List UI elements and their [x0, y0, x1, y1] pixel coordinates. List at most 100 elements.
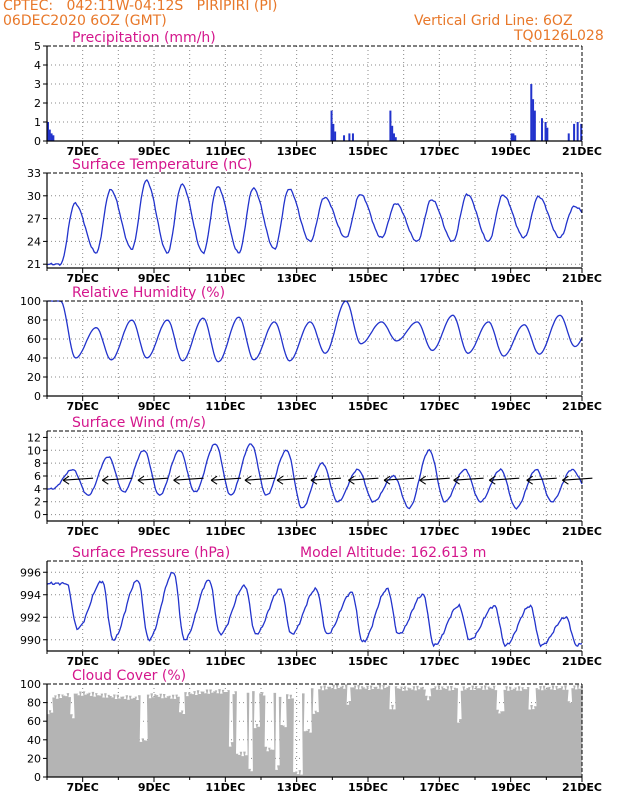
wind-arrow	[453, 475, 484, 485]
x-tick-label: 15DEC	[348, 781, 388, 794]
y-tick-label: 27	[27, 213, 41, 226]
x-tick-label: 11DEC	[205, 525, 245, 538]
x-tick-label: 17DEC	[419, 272, 459, 285]
wind-arrow	[488, 475, 520, 485]
precip-bar	[567, 133, 570, 141]
vertical-grid-note: Vertical Grid Line: 6OZ	[414, 13, 573, 29]
y-tick-label: 0	[34, 509, 41, 522]
y-tick-label: 100	[20, 295, 41, 308]
wind-arrow	[310, 475, 341, 485]
precip-bar	[50, 133, 53, 141]
x-tick-label: 19DEC	[491, 781, 531, 794]
wind-arrow	[526, 475, 557, 485]
precip-bar	[391, 125, 394, 141]
y-tick-label: 0	[34, 771, 41, 784]
press-title: Surface Pressure (hPa)	[72, 545, 230, 561]
x-tick-label: 19DEC	[491, 145, 531, 158]
arrow-shaft	[562, 477, 593, 481]
cloud-panel: 0 20 40 60 80 100 7DEC 9DEC 11DEC 13DEC 15DEC 17DEC…	[20, 668, 602, 794]
x-tick-label: 7DEC	[66, 400, 98, 413]
arrow-head	[310, 475, 318, 485]
y-tick-label: 2	[34, 496, 41, 509]
arrow-shaft	[277, 477, 308, 481]
arrow-head	[244, 475, 252, 485]
arrow-head	[210, 475, 218, 485]
y-tick-label: 0	[34, 135, 41, 148]
y-tick-label: 20	[27, 752, 41, 765]
arrow-shaft	[211, 477, 242, 481]
x-tick-label: 11DEC	[205, 781, 245, 794]
precip-panel: 0 1 2 3 4 5 7DEC 9DEC 11DEC 13DEC 15DEC 17DEC 19DEC 2…	[34, 30, 602, 158]
x-tick-label: 9DEC	[138, 781, 170, 794]
x-tick-label: 9DEC	[138, 145, 170, 158]
precip-bar	[343, 135, 346, 141]
wind-arrow	[101, 475, 133, 485]
wind-arrow	[419, 475, 450, 485]
precip-bar	[392, 133, 395, 141]
wind-arrow	[244, 475, 275, 485]
precip-bar	[330, 110, 333, 141]
arrow-head	[562, 475, 569, 485]
y-tick-label: 12	[27, 431, 41, 444]
x-tick-label: 7DEC	[66, 655, 98, 668]
x-tick-label: 21DEC	[562, 145, 602, 158]
precip-bar	[533, 110, 536, 141]
arrow-shaft	[348, 477, 379, 481]
x-tick-label: 21DEC	[562, 655, 602, 668]
y-tick-label: 8	[34, 457, 41, 470]
y-tick-label: 0	[34, 390, 41, 403]
x-tick-label: 15DEC	[348, 525, 388, 538]
x-tick-label: 7DEC	[66, 272, 98, 285]
arrow-head	[276, 475, 284, 485]
arrow-shaft	[63, 477, 94, 481]
x-tick-label: 11DEC	[205, 400, 245, 413]
y-tick-label: 990	[20, 634, 41, 647]
x-tick-label: 15DEC	[348, 272, 388, 285]
x-tick-label: 21DEC	[562, 525, 602, 538]
arrow-shaft	[244, 477, 275, 481]
x-tick-label: 11DEC	[205, 655, 245, 668]
y-tick-label: 4	[34, 59, 41, 72]
y-tick-label: 21	[27, 258, 41, 271]
rh-line	[46, 300, 583, 363]
x-tick-label: 13DEC	[277, 525, 317, 538]
wind-arrow	[276, 475, 308, 485]
y-tick-label: 996	[20, 566, 41, 579]
precip-bar	[47, 122, 49, 141]
temp-panel: 21 24 27 30 33 7DEC 9DEC 11DEC 13DEC 15DEC 17DEC 19…	[27, 157, 602, 285]
y-tick-label: 60	[27, 333, 41, 346]
wind-arrow	[383, 475, 415, 485]
precip-bar	[52, 135, 55, 141]
precip-bar	[540, 118, 543, 141]
wind-arrow	[173, 475, 204, 485]
y-tick-label: 5	[34, 40, 41, 53]
precip-bar	[544, 122, 547, 141]
y-tick-label: 40	[27, 734, 41, 747]
precip-bar	[334, 131, 337, 141]
precip-bar	[532, 99, 535, 141]
y-tick-label: 10	[27, 444, 41, 457]
arrow-head	[488, 475, 496, 485]
x-tick-label: 7DEC	[66, 781, 98, 794]
x-tick-label: 9DEC	[138, 655, 170, 668]
y-tick-label: 3	[34, 78, 41, 91]
x-tick-label: 13DEC	[277, 655, 317, 668]
wind-title: Surface Wind (m/s)	[72, 415, 206, 431]
precip-bar	[510, 133, 513, 141]
x-tick-label: 7DEC	[66, 145, 98, 158]
x-tick-label: 17DEC	[419, 400, 459, 413]
x-tick-label: 21DEC	[562, 400, 602, 413]
arrow-shaft	[453, 477, 484, 481]
precip-bar	[351, 133, 354, 141]
x-tick-label: 19DEC	[491, 400, 531, 413]
y-tick-label: 80	[27, 314, 41, 327]
forecast-date: 06DEC2020 6OZ (GMT)	[3, 13, 167, 29]
arrow-shaft	[489, 477, 520, 481]
arrow-head	[348, 475, 355, 485]
x-tick-label: 15DEC	[348, 145, 388, 158]
precip-bar	[530, 84, 533, 141]
arrow-head	[383, 475, 391, 485]
x-tick-label: 13DEC	[277, 272, 317, 285]
